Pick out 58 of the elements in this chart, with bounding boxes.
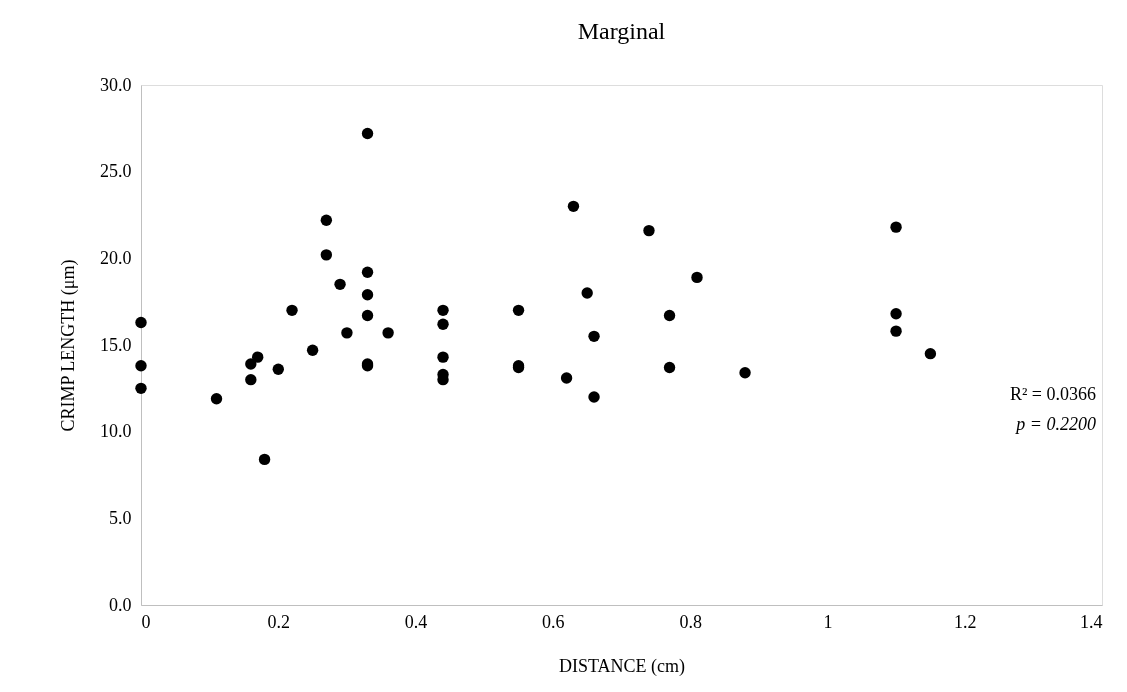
annotation: R² = 0.0366 (1009, 384, 1096, 404)
point (258, 453, 271, 466)
point (567, 200, 580, 213)
point (286, 304, 298, 317)
point (245, 358, 257, 370)
point (361, 127, 374, 140)
point (245, 373, 257, 386)
point (361, 289, 374, 301)
point (890, 325, 902, 337)
x-tick-label: 0.2 (267, 611, 291, 632)
y-tick-label: 5.0 (109, 507, 132, 528)
point (581, 287, 593, 299)
point (890, 308, 902, 320)
point (361, 266, 374, 278)
y-tick-label: 10.0 (100, 421, 132, 442)
point (739, 367, 751, 379)
point (320, 214, 333, 226)
annotation: p = 0.2200 (1014, 414, 1096, 434)
point (382, 327, 394, 339)
chart-title: Marginal (577, 18, 666, 44)
point (341, 327, 353, 339)
point (135, 360, 147, 372)
point (361, 309, 374, 322)
x-tick-label: 1.4 (1080, 611, 1103, 632)
y-tick-label: 20.0 (100, 247, 132, 268)
x-tick-label: 0.8 (679, 611, 702, 632)
y-tick-label: 30.0 (100, 74, 132, 95)
point (272, 363, 284, 375)
y-axis-title: CRIMP LENGTH (μm) (58, 259, 79, 432)
point (210, 393, 223, 405)
x-tick-label: 0 (141, 611, 151, 632)
point (924, 347, 937, 360)
point (437, 318, 449, 330)
point (691, 271, 703, 284)
point (320, 249, 333, 261)
point (135, 382, 147, 395)
point (135, 316, 147, 329)
point (560, 372, 573, 384)
point (588, 391, 600, 403)
x-tick-label: 0.4 (404, 611, 428, 632)
x-tick-label: 1 (823, 611, 833, 632)
point (588, 330, 600, 343)
point (437, 351, 449, 363)
point (643, 224, 655, 237)
y-tick-label: 15.0 (100, 334, 132, 355)
point (663, 309, 676, 322)
y-tick-label: 25.0 (100, 161, 132, 182)
x-tick-label: 1.2 (953, 611, 977, 632)
point (512, 304, 525, 317)
point (251, 351, 264, 363)
x-axis-title: DISTANCE (cm) (558, 655, 686, 677)
x-tick-label: 0.6 (542, 611, 565, 632)
y-tick-label: 0.0 (109, 594, 132, 615)
point (437, 304, 449, 317)
point (890, 221, 902, 233)
point (663, 361, 676, 374)
point (334, 278, 346, 291)
point (306, 344, 319, 356)
